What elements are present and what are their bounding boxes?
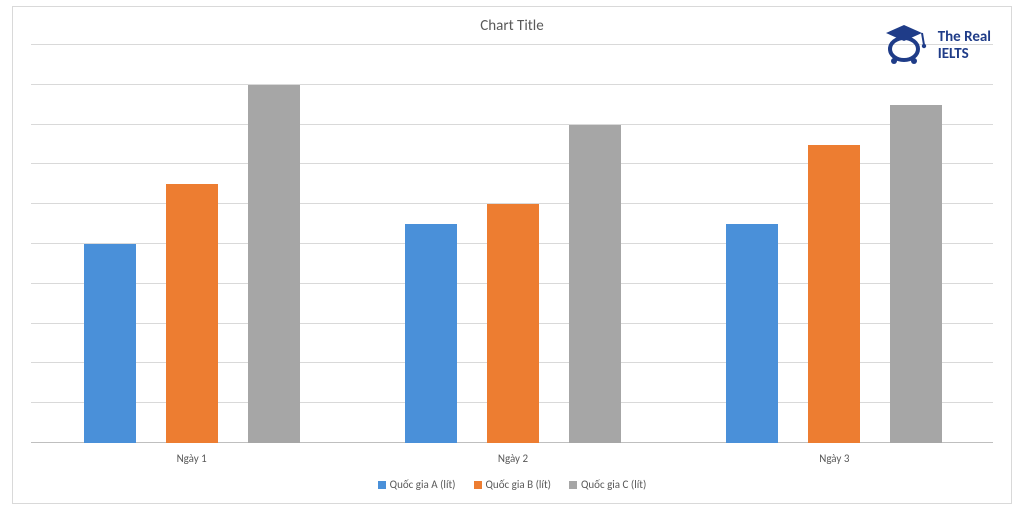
legend-swatch: [474, 481, 482, 489]
bar: [405, 224, 457, 443]
x-axis-label: Ngày 1: [177, 452, 207, 465]
bar: [890, 105, 942, 443]
brand-text: The Real IELTS: [938, 29, 991, 62]
legend-item: Quốc gia B (lít): [474, 478, 551, 491]
x-axis-label: Ngày 2: [498, 452, 528, 465]
bar: [487, 204, 539, 443]
bar: [166, 184, 218, 443]
graduation-cap-icon: [882, 21, 930, 70]
legend-label: Quốc gia C (lít): [581, 478, 646, 491]
chart-title: Chart Title: [13, 17, 1011, 35]
bar: [569, 125, 621, 443]
bar: [84, 244, 136, 443]
chart-container: Chart Title Ngày 1 Ngày 2 Ngày 3 Quốc gia …: [12, 6, 1012, 504]
legend-item: Quốc gia A (lít): [378, 478, 456, 491]
bar: [726, 224, 778, 443]
legend: Quốc gia A (lít) Quốc gia B (lít) Quốc gia…: [13, 478, 1011, 491]
grid-line: [31, 44, 993, 45]
legend-swatch: [569, 481, 577, 489]
legend-label: Quốc gia A (lít): [390, 478, 456, 491]
brand-line1: The Real: [938, 29, 991, 46]
legend-item: Quốc gia C (lít): [569, 478, 646, 491]
x-axis-label: Ngày 3: [819, 452, 849, 465]
legend-swatch: [378, 481, 386, 489]
legend-label: Quốc gia B (lít): [486, 478, 551, 491]
brand-logo: The Real IELTS: [882, 21, 991, 70]
grid-line: [31, 84, 993, 85]
bar: [248, 85, 300, 443]
grid-line: [31, 124, 993, 125]
brand-line2: IELTS: [938, 46, 991, 63]
bar: [808, 145, 860, 444]
plot-area: [31, 47, 993, 443]
